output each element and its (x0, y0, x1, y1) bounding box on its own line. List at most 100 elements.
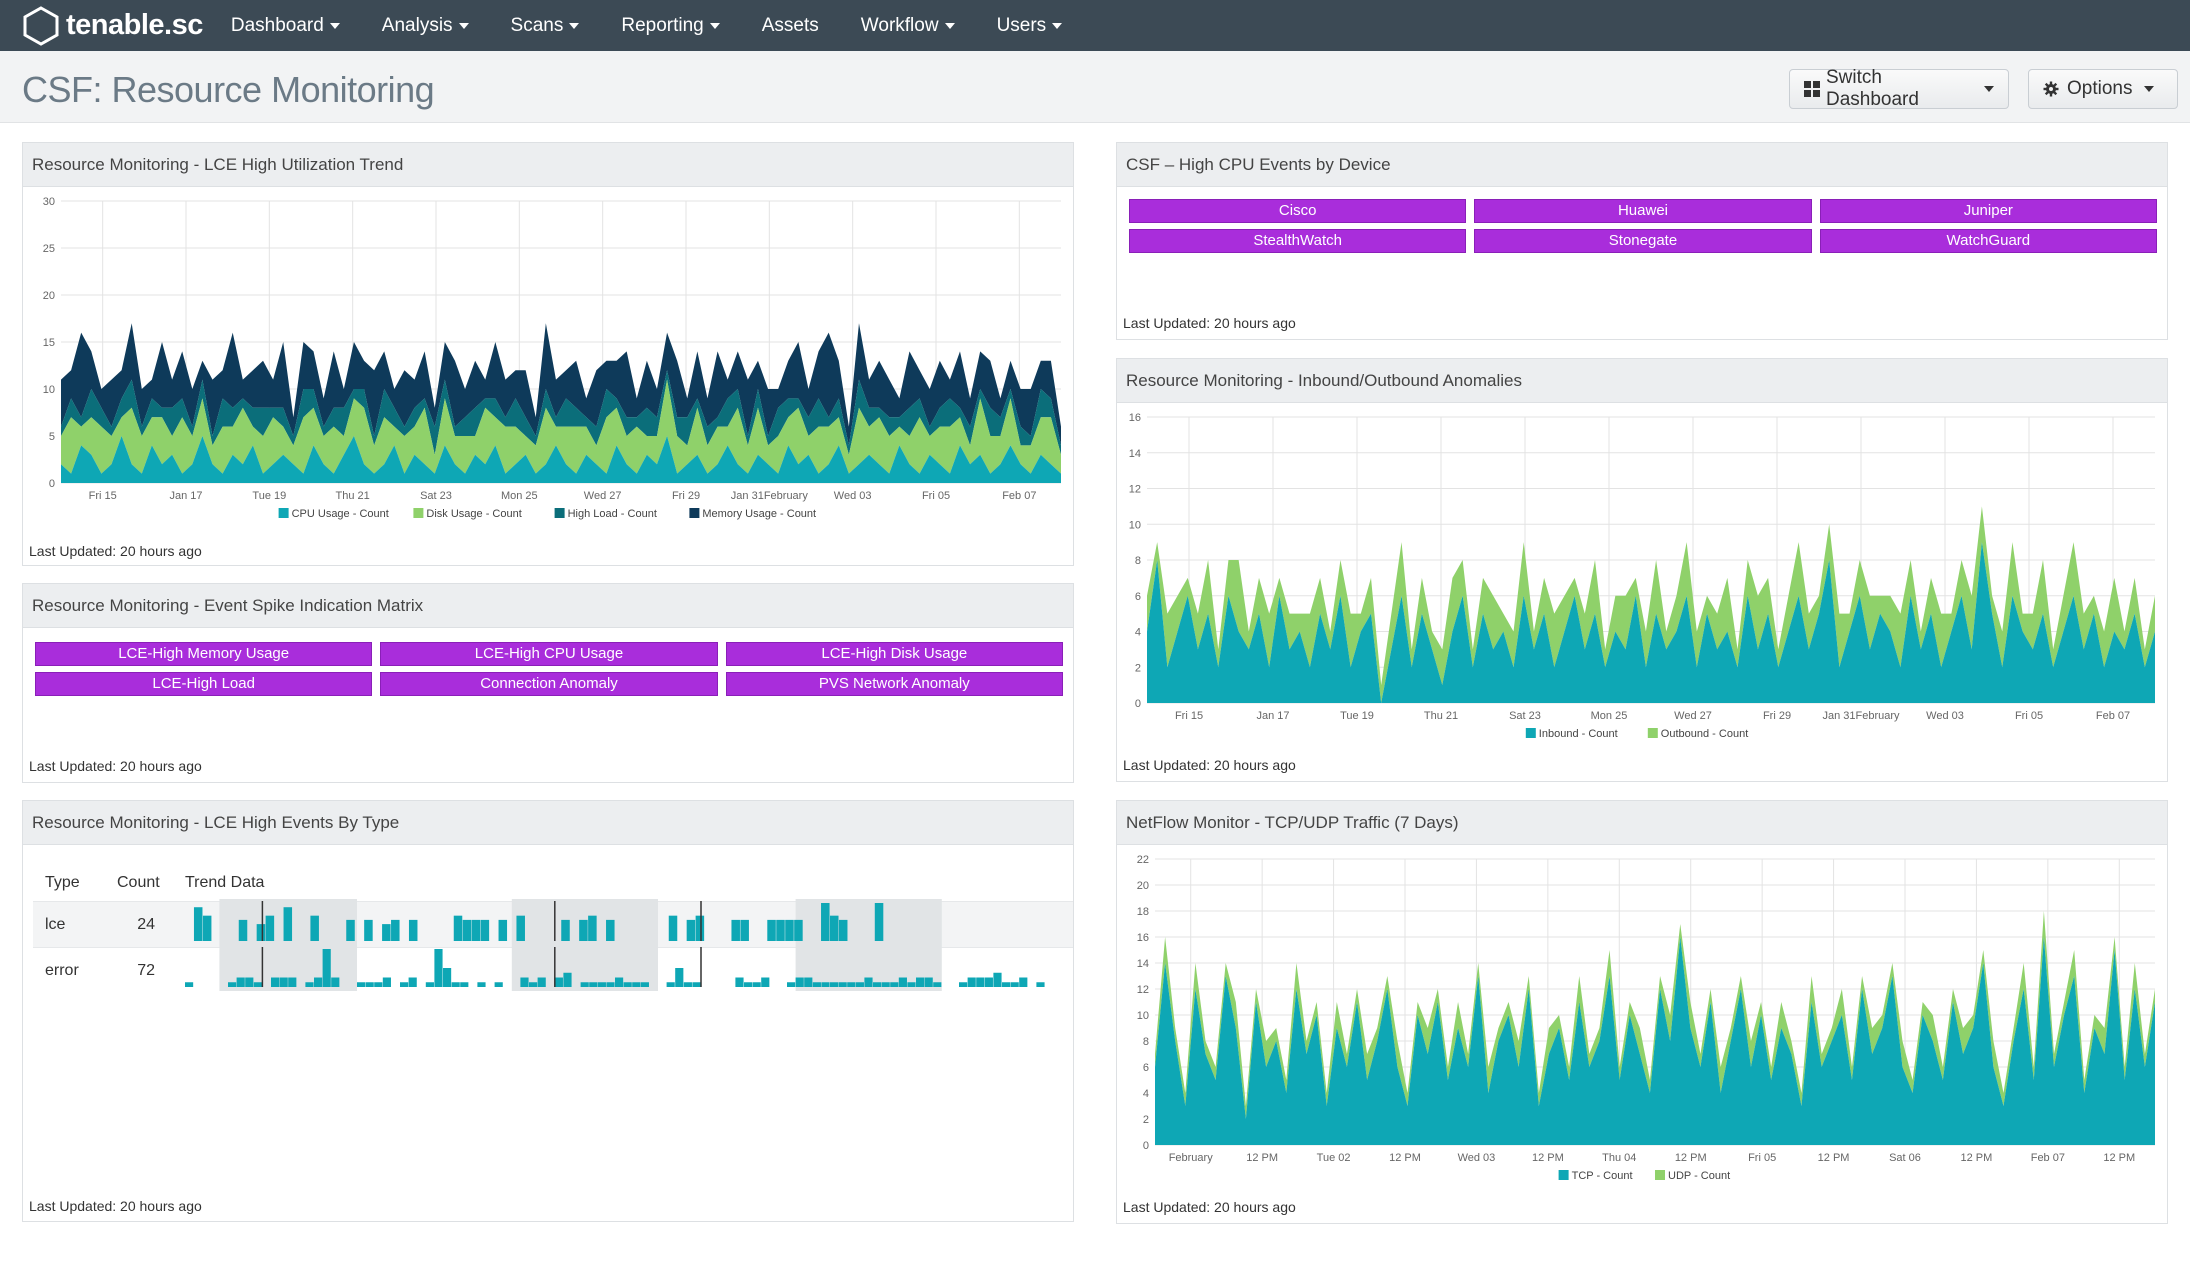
y-tick-label: 6 (1143, 1062, 1149, 1074)
matrix-cell-huawei[interactable]: Huawei (1474, 199, 1812, 223)
trend-bar (520, 977, 529, 987)
trend-bar (830, 915, 839, 941)
trend-bar (924, 977, 933, 987)
chart-svg: 0 2 4 6 8 10 12 14 16 18 20 22 February 12 PM Tue 02 12… (1137, 854, 2155, 1182)
x-tick-label: 12 PM (1818, 1152, 1850, 1164)
matrix-cell-lce-high-disk-usage[interactable]: LCE-High Disk Usage (725, 642, 1063, 666)
nav-label: Users (996, 14, 1047, 36)
legend-label: High Load - Count (568, 508, 657, 520)
matrix-cell-cisco[interactable]: Cisco (1129, 199, 1467, 223)
trend-bar (744, 982, 753, 987)
trend-bar (984, 977, 993, 987)
trend-bar (193, 907, 203, 941)
y-tick-label: 15 (43, 337, 55, 349)
cell-trend (185, 945, 1073, 996)
chevron-down-icon (944, 22, 955, 29)
trend-bar (686, 919, 696, 941)
series-area-high-load-count (61, 370, 1061, 455)
trend-bar (374, 982, 383, 987)
x-tick-label: Tue 02 (1317, 1152, 1351, 1164)
x-tick-label: Thu 04 (1602, 1152, 1636, 1164)
x-tick-label: Sat 23 (1509, 710, 1541, 722)
nav-dashboard[interactable]: Dashboard (231, 15, 340, 37)
nav-scans[interactable]: Scans (511, 15, 580, 37)
matrix-cell-lce-high-cpu-usage[interactable]: LCE-High CPU Usage (380, 642, 718, 666)
y-tick-label: 8 (1143, 1036, 1149, 1048)
cpu-events-by-device-panel: CSF – High CPU Events by Device Cisco Hua… (1116, 142, 2168, 340)
trend-bar (874, 903, 884, 941)
trend-bar (767, 919, 776, 941)
series-area-inbound-count (1147, 542, 2155, 703)
column-header-count: Count (117, 874, 160, 891)
nav-label: Reporting (621, 14, 704, 36)
matrix-cell-stealthwatch[interactable]: StealthWatch (1129, 229, 1467, 253)
trend-bar (898, 977, 907, 987)
table-row[interactable]: lce 24 (33, 899, 1073, 947)
switch-dashboard-button[interactable]: Switch Dashboard (1789, 67, 2009, 110)
matrix-cell-lce-high-memory-usage[interactable]: LCE-High Memory Usage (35, 642, 373, 666)
trend-bar (185, 982, 194, 987)
legend-label: Memory Usage - Count (702, 508, 816, 520)
trend-bar (761, 977, 770, 987)
trend-bar (731, 919, 740, 941)
trend-bar (408, 919, 418, 941)
trend-bar (640, 982, 649, 987)
x-tick-label: Jan 31February (731, 490, 809, 502)
netflow-chart: 0 2 4 6 8 10 12 14 16 18 20 22 February 12 PM Tue 02 12… (1117, 845, 2167, 1194)
trend-bar (563, 972, 572, 987)
legend-swatch (413, 508, 424, 518)
nav-users[interactable]: Users (997, 15, 1063, 37)
x-tick-label: Wed 03 (1458, 1152, 1496, 1164)
chart-svg: 0 5 10 15 20 25 30 Fri 15 Jan 17 Tue 19 Thu 21 Sat … (43, 196, 1061, 520)
matrix-cell-pvs-network-anomaly[interactable]: PVS Network Anomaly (725, 672, 1063, 696)
nav-assets[interactable]: Assets (762, 15, 819, 37)
x-tick-label: Fri 29 (1763, 710, 1791, 722)
y-tick-label: 2 (1135, 662, 1141, 674)
y-tick-label: 10 (43, 384, 55, 396)
trend-bar (692, 982, 701, 987)
matrix-cell-watchguard[interactable]: WatchGuard (1819, 229, 2157, 253)
x-tick-label: Sat 23 (420, 490, 452, 502)
events-table: Type Count Trend Data lce 24 error 72 (33, 865, 1073, 993)
matrix-cell-stonegate[interactable]: Stonegate (1474, 229, 1812, 253)
trend-bar (471, 919, 481, 941)
legend-label: UDP - Count (1668, 1170, 1730, 1182)
y-tick-label: 4 (1135, 627, 1141, 639)
table-row[interactable]: error 72 (33, 945, 1073, 996)
cell-count: 24 (137, 915, 155, 933)
nav-workflow[interactable]: Workflow (861, 15, 955, 37)
trend-bar (785, 919, 794, 941)
trend-bar (400, 982, 409, 987)
last-updated: Last Updated: 20 hours ago (29, 1198, 202, 1214)
nav-label: Analysis (381, 14, 453, 36)
options-button[interactable]: Options (2028, 69, 2178, 109)
legend-label: CPU Usage - Count (292, 508, 389, 520)
x-tick-label: 12 PM (1532, 1152, 1564, 1164)
panel-title: Resource Monitoring - LCE High Utilizati… (23, 143, 1073, 187)
trend-bar (907, 982, 916, 987)
trend-bar (288, 977, 297, 987)
tenable-logo[interactable]: tenable.sc (22, 5, 203, 46)
y-tick-label: 4 (1143, 1088, 1149, 1100)
y-tick-label: 16 (1137, 932, 1149, 944)
matrix-cell-lce-high-load[interactable]: LCE-High Load (35, 672, 373, 696)
matrix-cell-connection-anomaly[interactable]: Connection Anomaly (380, 672, 718, 696)
legend-swatch (1647, 728, 1658, 738)
nav-reporting[interactable]: Reporting (621, 14, 720, 37)
nav-analysis[interactable]: Analysis (382, 15, 469, 37)
trend-bar (305, 982, 314, 987)
trend-bar (494, 982, 503, 987)
trend-bar (794, 919, 803, 941)
series-area-outbound-count (1147, 506, 2155, 703)
column-header-trend: Trend Data (185, 874, 265, 891)
trend-bar (830, 982, 839, 987)
panel-title: Resource Monitoring - Inbound/Outbound A… (1117, 359, 2167, 403)
last-updated: Last Updated: 20 hours ago (1123, 315, 1296, 331)
trend-bar (477, 982, 486, 987)
trend-bar (916, 977, 925, 987)
trend-bar (623, 982, 632, 987)
nav-label: Scans (510, 14, 564, 36)
matrix-cell-juniper[interactable]: Juniper (1819, 199, 2157, 223)
trend-bar (408, 977, 417, 987)
last-updated: Last Updated: 20 hours ago (29, 758, 202, 774)
